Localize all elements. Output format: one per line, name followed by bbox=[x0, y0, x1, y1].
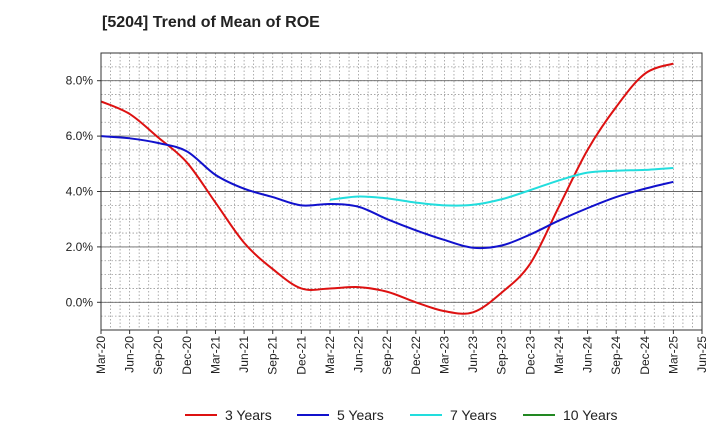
x-tick-label: Sep-20 bbox=[151, 336, 165, 375]
x-tick-label: Mar-23 bbox=[437, 336, 451, 374]
series-line-5-years bbox=[100, 135, 674, 250]
x-tick-label: Dec-22 bbox=[409, 336, 423, 375]
x-tick-label: Dec-23 bbox=[523, 336, 537, 375]
x-tick-label: Sep-24 bbox=[609, 336, 623, 375]
x-tick-label: Jun-24 bbox=[581, 336, 595, 373]
y-tick-label: 4.0% bbox=[66, 185, 94, 199]
x-tick-label: Mar-20 bbox=[94, 336, 108, 374]
y-tick-label: 6.0% bbox=[66, 129, 94, 143]
legend-label: 10 Years bbox=[563, 407, 618, 423]
y-tick-label: 2.0% bbox=[66, 240, 94, 254]
x-tick-label: Dec-20 bbox=[180, 336, 194, 375]
y-tick-label: 8.0% bbox=[66, 74, 94, 88]
x-tick-label: Sep-23 bbox=[495, 336, 509, 375]
y-tick-label: 0.0% bbox=[66, 295, 94, 309]
x-tick-label: Mar-22 bbox=[323, 336, 337, 374]
x-tick-label: Mar-25 bbox=[666, 336, 680, 374]
x-tick-label: Mar-24 bbox=[552, 336, 566, 374]
x-tick-label: Jun-22 bbox=[352, 336, 366, 373]
x-tick-label: Dec-21 bbox=[294, 336, 308, 375]
x-tick-label: Jun-20 bbox=[123, 336, 137, 373]
x-tick-label: Sep-21 bbox=[266, 336, 280, 375]
series-line-7-years bbox=[329, 166, 674, 207]
x-tick-label: Jun-23 bbox=[466, 336, 480, 373]
series-layer bbox=[100, 62, 674, 315]
x-tick-label: Jun-25 bbox=[695, 336, 709, 373]
x-tick-label: Jun-21 bbox=[237, 336, 251, 373]
legend-label: 7 Years bbox=[450, 407, 497, 423]
legend: 3 Years 5 Years 7 Years 10 Years bbox=[185, 407, 618, 423]
legend-label: 3 Years bbox=[225, 407, 272, 423]
legend-label: 5 Years bbox=[337, 407, 384, 423]
x-tick-label: Sep-22 bbox=[380, 336, 394, 375]
grid-layer bbox=[101, 53, 702, 330]
x-axis-ticks: Mar-20 Jun-20 Sep-20 Dec-20 Mar-21 Jun-21 Sep-… bbox=[94, 330, 709, 375]
chart-title: [5204] Trend of Mean of ROE bbox=[102, 14, 320, 31]
x-tick-label: Dec-24 bbox=[638, 336, 652, 375]
y-axis-ticks: 0.0% 2.0% 4.0% 6.0% 8.0% bbox=[66, 74, 101, 309]
x-tick-label: Mar-21 bbox=[208, 336, 222, 374]
series-line-3-years bbox=[100, 62, 674, 315]
